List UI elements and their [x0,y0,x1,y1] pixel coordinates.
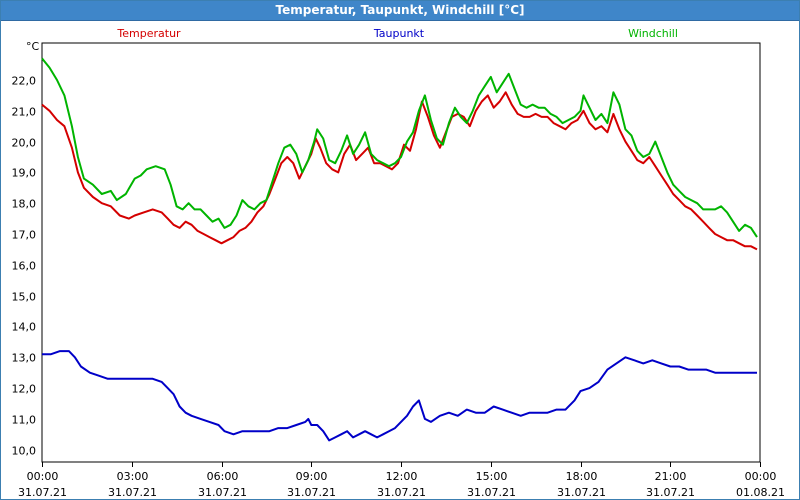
x-tick-date: 01.08.21 [736,486,785,499]
x-tick-time: 03:00 [117,470,149,483]
axes: 10,0 11,0 12,0 13,0 14,0 15,0 16,0 17,0 18,0 19,0… [12,40,785,499]
legend-taupunkt: Taupunkt [373,27,425,40]
chart-title: Temperatur, Taupunkt, Windchill [°C] [275,3,525,17]
plot-area [41,42,761,463]
x-tick-time: 12:00 [386,470,418,483]
x-tick-time: 15:00 [476,470,508,483]
y-tick-label: 16,0 [12,260,37,273]
y-tick-label: 13,0 [12,352,37,365]
y-tick-label: 22,0 [12,75,37,88]
x-tick-date: 31.07.21 [467,486,516,499]
x-tick-time: 00:00 [745,470,777,483]
y-tick-label: 21,0 [12,106,37,119]
x-tick-time: 09:00 [296,470,328,483]
x-tick-date: 31.07.21 [108,486,157,499]
x-tick-time: 00:00 [27,470,59,483]
y-tick-label: 12,0 [12,383,37,396]
line-chart: 10,0 11,0 12,0 13,0 14,0 15,0 16,0 17,0 18,0 19,0… [12,27,785,499]
x-tick-date: 31.07.21 [287,486,336,499]
y-tick-label: 11,0 [12,414,37,427]
legend-temperatur: Temperatur [116,27,181,40]
x-tick-time: 06:00 [207,470,239,483]
y-unit-label: °C [26,40,40,53]
series-line-temperatur [41,91,758,251]
x-tick-date: 31.07.21 [557,486,606,499]
legend: Temperatur Taupunkt Windchill [116,27,678,40]
series-lines [41,57,758,442]
y-tick-label: 14,0 [12,321,37,334]
x-tick-time: 18:00 [566,470,598,483]
y-tick-label: 19,0 [12,167,37,180]
x-tick-date: 31.07.21 [198,486,247,499]
x-tick-time: 21:00 [655,470,687,483]
x-tick-date: 31.07.21 [646,486,695,499]
series-line-taupunkt [42,350,757,442]
y-tick-label: 20,0 [12,137,37,150]
y-tick-label: 15,0 [12,291,37,304]
legend-windchill: Windchill [628,27,678,40]
y-tick-label: 10,0 [12,445,37,458]
series-line-windchill [41,57,758,238]
title-bar: Temperatur, Taupunkt, Windchill [°C] [1,1,799,21]
y-tick-label: 18,0 [12,198,37,211]
x-tick-date: 31.07.21 [377,486,426,499]
x-tick-date: 31.07.21 [18,486,67,499]
y-tick-label: 17,0 [12,229,37,242]
